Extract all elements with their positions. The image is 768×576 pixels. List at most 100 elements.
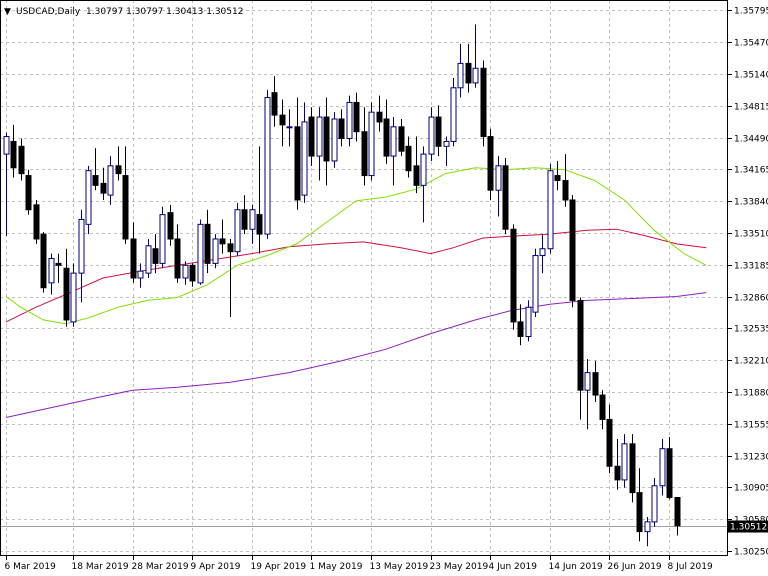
y-tick-label: 1.30250 bbox=[734, 548, 768, 558]
candle bbox=[361, 107, 368, 186]
candle bbox=[33, 199, 40, 244]
candle bbox=[219, 219, 226, 254]
candle-body-bull bbox=[48, 257, 55, 284]
candle bbox=[495, 156, 502, 217]
y-tick-label: 1.33185 bbox=[734, 262, 768, 272]
candle bbox=[510, 224, 517, 330]
candle-body-bear bbox=[294, 126, 301, 201]
candle bbox=[562, 154, 569, 207]
candle bbox=[420, 146, 427, 223]
candle-body-bear bbox=[279, 114, 286, 126]
candlesticks bbox=[3, 24, 681, 547]
candle bbox=[465, 43, 472, 93]
candle bbox=[78, 209, 85, 303]
x-tick-label: 4 Jun 2019 bbox=[489, 562, 538, 572]
y-tick-label: 1.35140 bbox=[734, 71, 768, 81]
candle-body-bull bbox=[443, 140, 450, 147]
candle-body-bull bbox=[301, 121, 308, 196]
x-tick-label: 8 Jul 2019 bbox=[668, 562, 713, 572]
candle bbox=[539, 234, 546, 274]
y-tick-label: 1.35795 bbox=[734, 7, 768, 17]
candle-body-bear bbox=[219, 238, 226, 245]
candle-body-bear bbox=[614, 465, 621, 481]
candle-body-bull bbox=[78, 218, 85, 274]
candle-body-bear bbox=[674, 496, 681, 527]
candle bbox=[480, 60, 487, 147]
candle-body-bear bbox=[55, 262, 62, 266]
candle bbox=[122, 146, 129, 244]
candle bbox=[100, 167, 107, 200]
candle-body-bull bbox=[137, 270, 144, 279]
candle bbox=[92, 148, 99, 191]
y-tick-label: 1.32210 bbox=[734, 357, 768, 367]
candle bbox=[376, 95, 383, 132]
candle bbox=[517, 304, 524, 346]
candle-body-bull bbox=[420, 153, 427, 186]
current-price-label: 1.30512 bbox=[730, 523, 767, 533]
candle bbox=[294, 97, 301, 210]
candle-body-bear bbox=[256, 214, 263, 235]
candle bbox=[405, 136, 412, 178]
candle-body-bear bbox=[227, 243, 234, 253]
candle-body-bear bbox=[241, 209, 248, 230]
candle bbox=[606, 404, 613, 474]
candle-body-bear bbox=[361, 131, 368, 177]
candle bbox=[569, 195, 576, 308]
candle-body-bear bbox=[204, 223, 211, 264]
y-tick-label: 1.34815 bbox=[734, 103, 768, 113]
candle bbox=[413, 136, 420, 194]
candle-body-bear bbox=[130, 238, 137, 279]
candle-body-bull bbox=[107, 165, 114, 196]
candle-body-bull bbox=[368, 111, 375, 177]
candle bbox=[525, 300, 532, 342]
candle-body-bear bbox=[353, 101, 360, 133]
candle bbox=[368, 102, 375, 181]
candle-body-bear bbox=[338, 118, 345, 140]
candle bbox=[25, 169, 32, 215]
candle bbox=[443, 136, 450, 166]
candle bbox=[383, 99, 390, 164]
header-arrow-icon[interactable]: ▼ bbox=[4, 7, 11, 17]
candle-body-bull bbox=[3, 136, 10, 155]
candle bbox=[279, 99, 286, 147]
candle bbox=[48, 253, 55, 295]
candle-body-bear bbox=[405, 145, 412, 172]
candle-body-bull bbox=[85, 170, 92, 225]
ma-mid-line bbox=[5, 228, 707, 323]
moving-averages bbox=[5, 167, 707, 418]
candle-body-bull bbox=[428, 116, 435, 155]
candle-body-bear bbox=[115, 165, 122, 175]
candle bbox=[145, 238, 152, 278]
candle bbox=[532, 248, 539, 318]
candle bbox=[547, 163, 554, 254]
candle-body-bear bbox=[174, 238, 181, 279]
candle bbox=[599, 390, 606, 430]
candle bbox=[55, 253, 62, 283]
candle bbox=[398, 119, 405, 157]
plot-border bbox=[0, 0, 728, 556]
x-tick-label: 9 Apr 2019 bbox=[191, 562, 241, 572]
candle-body-bull bbox=[331, 118, 338, 162]
ma-fast-line bbox=[5, 167, 707, 325]
candle bbox=[152, 234, 159, 274]
candle bbox=[338, 109, 345, 147]
candle-body-bear bbox=[122, 175, 129, 240]
candle-body-bear bbox=[636, 492, 643, 533]
candle bbox=[115, 146, 122, 181]
y-tick-label: 1.30905 bbox=[734, 484, 768, 494]
candle-body-bear bbox=[562, 179, 569, 201]
candle-body-bull bbox=[145, 245, 152, 274]
candle-body-bear bbox=[92, 175, 99, 186]
candle-body-bear bbox=[33, 204, 40, 240]
current-price-tag: 1.30512 bbox=[728, 520, 768, 533]
candle bbox=[189, 263, 196, 287]
candle-body-bear bbox=[599, 394, 606, 420]
candle-body-bear bbox=[554, 175, 561, 181]
candle bbox=[137, 263, 144, 288]
candle-body-bull bbox=[197, 223, 204, 284]
candle bbox=[390, 117, 397, 186]
candle bbox=[621, 434, 628, 488]
candle-body-bear bbox=[271, 92, 278, 116]
x-tick-label: 1 May 2019 bbox=[310, 562, 363, 572]
